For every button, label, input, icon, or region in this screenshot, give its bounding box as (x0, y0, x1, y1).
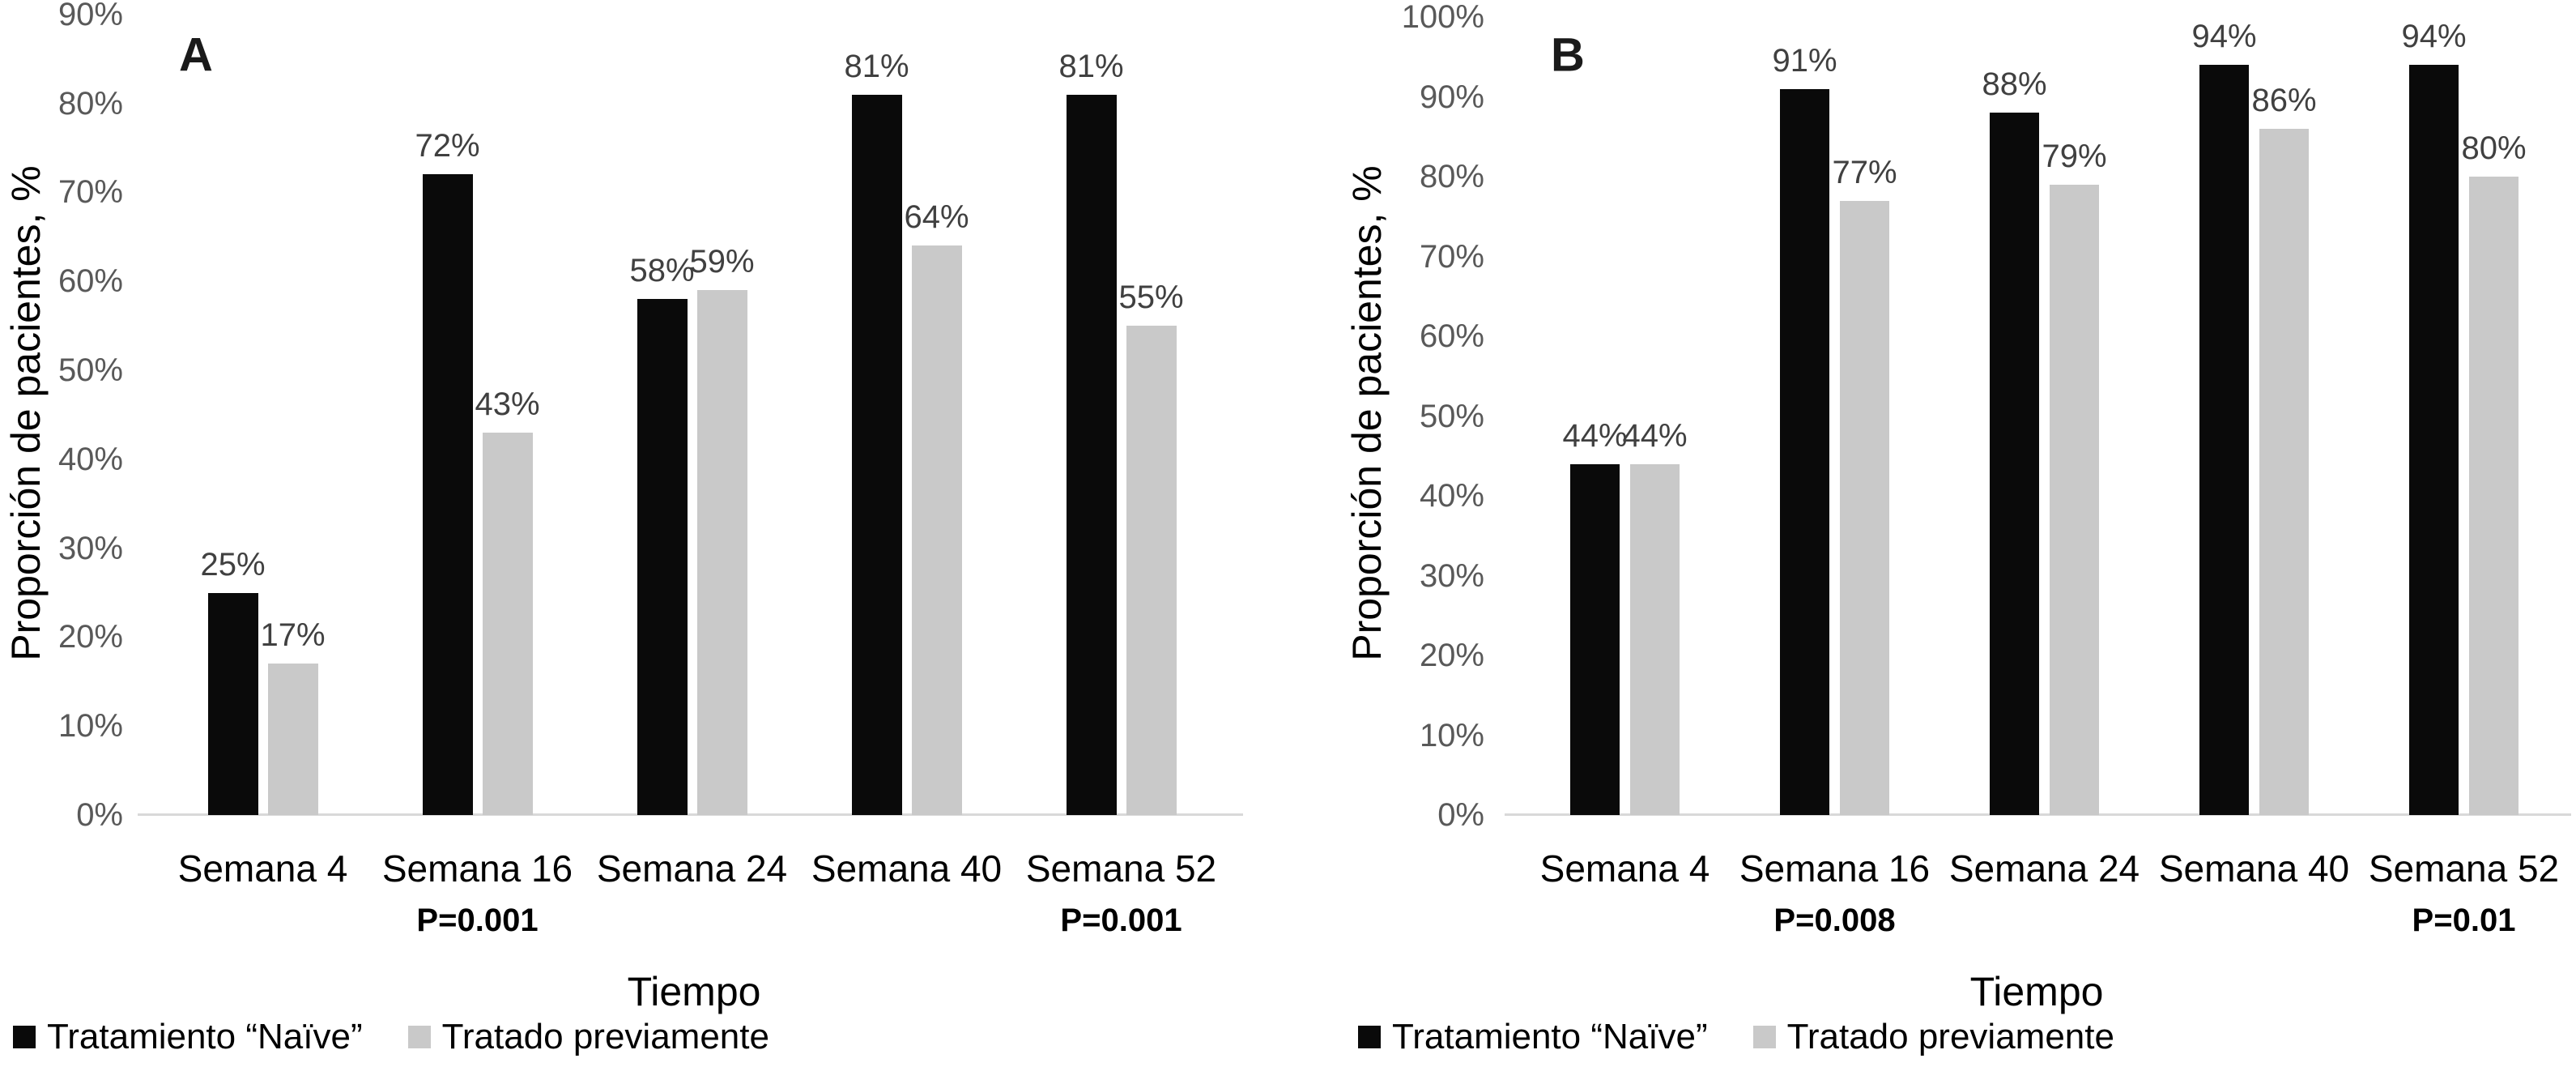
bar-value-label: 79% (2042, 138, 2107, 174)
bar-value-label: 81% (844, 48, 909, 84)
y-tick-label: 0% (76, 797, 123, 833)
bar-value-label: 58% (629, 253, 695, 289)
legend-item-naive-a: Tratamiento “Naïve” (13, 1017, 363, 1057)
y-tick-label: 60% (57, 263, 123, 300)
y-tick-label: 10% (1419, 717, 1484, 753)
bar-previously-treated (2469, 177, 2519, 815)
y-tick-label: 20% (57, 619, 123, 655)
y-tick-label: 100% (1401, 0, 1484, 35)
y-tick-label: 80% (57, 85, 123, 122)
bar-naive (1066, 94, 1117, 815)
bar-previously-treated (267, 664, 318, 815)
bar-value-label: 55% (1118, 280, 1184, 316)
y-tick-label: 10% (57, 708, 123, 745)
bar-value-label: 44% (1622, 417, 1688, 454)
legend-item-naive-b: Tratamiento “Naïve” (1358, 1017, 1708, 1057)
bar-previously-treated (482, 432, 533, 815)
p-value-label: P=0.001 (416, 903, 539, 938)
bar-value-label: 59% (689, 244, 755, 280)
x-category-label: Semana 40 (2158, 847, 2350, 890)
bar-previously-treated (1630, 463, 1680, 815)
y-tick-label: 40% (57, 441, 123, 477)
bar-naive (1990, 113, 2039, 815)
bar-value-label: 17% (260, 617, 326, 654)
x-category-label: Semana 52 (1025, 847, 1217, 890)
bar-naive (637, 299, 688, 815)
y-tick-label: 50% (1419, 398, 1484, 434)
legend-swatch-naive-a (13, 1026, 36, 1048)
bar-naive (422, 174, 473, 815)
legend-swatch-previously-treated-a (407, 1026, 431, 1048)
bar-naive (1780, 88, 1829, 815)
bar-value-label: 25% (200, 546, 266, 583)
y-tick-label: 50% (57, 352, 123, 388)
y-tick-label: 20% (1419, 638, 1484, 673)
bar-value-label: 91% (1772, 42, 1837, 79)
x-category-label: Semana 16 (1739, 847, 1931, 890)
p-value-label: P=0.001 (1060, 903, 1182, 938)
legend-label-previously-treated-b: Tratado previamente (1786, 1017, 2114, 1056)
y-tick-label: 90% (57, 0, 123, 32)
bar-value-label: 86% (2251, 82, 2317, 118)
bar-value-label: 64% (904, 199, 969, 236)
bar-naive (851, 94, 902, 815)
y-tick-label: 30% (1419, 557, 1484, 594)
x-category-label: Semana 4 (177, 847, 348, 890)
x-axis-line (138, 813, 1243, 816)
bar-value-label: 72% (415, 128, 480, 164)
y-tick-label: 70% (57, 174, 123, 211)
legend-panel-a: Tratamiento “Naïve” Tratado previamente (13, 1017, 769, 1057)
legend-swatch-naive-b (1358, 1026, 1381, 1048)
y-tick-label: 90% (1419, 79, 1484, 115)
bar-previously-treated (1840, 200, 1889, 815)
legend-panel-b: Tratamiento “Naïve” Tratado previamente (1358, 1017, 2114, 1057)
bar-value-label: 80% (2461, 130, 2527, 166)
x-category-label: Semana 24 (1948, 847, 2140, 890)
bar-value-label: 81% (1058, 48, 1124, 84)
legend-item-previously-treated-b: Tratado previamente (1752, 1017, 2114, 1057)
y-tick-label: 40% (1419, 478, 1484, 514)
x-category-label: Semana 4 (1539, 847, 1710, 890)
bar-naive (207, 592, 258, 815)
y-tick-label: 80% (1419, 159, 1484, 194)
y-tick-label: 70% (1419, 238, 1484, 275)
bar-previously-treated (2050, 184, 2099, 815)
legend-label-previously-treated-a: Tratado previamente (441, 1017, 769, 1056)
x-category-label: Semana 40 (811, 847, 1003, 890)
y-tick-label: 60% (1419, 318, 1484, 354)
y-tick-label: 30% (57, 530, 123, 566)
bar-previously-treated (911, 245, 962, 815)
bar-previously-treated (1126, 326, 1177, 815)
legend-swatch-previously-treated-b (1752, 1026, 1776, 1048)
bar-value-label: 43% (475, 386, 540, 422)
x-axis-title-panel-a: Tiempo (627, 969, 761, 1014)
legend-label-naive-b: Tratamiento “Naïve” (1392, 1017, 1708, 1056)
bar-naive (2199, 65, 2249, 815)
x-category-label: Semana 16 (381, 847, 573, 890)
bar-naive (2409, 65, 2459, 815)
bar-previously-treated (696, 290, 747, 815)
bar-naive (1570, 463, 1620, 815)
x-category-label: Semana 24 (596, 847, 788, 890)
x-category-label: Semana 52 (2368, 847, 2560, 890)
bar-previously-treated (2259, 128, 2309, 815)
y-tick-label: 0% (1437, 797, 1484, 833)
p-value-label: P=0.01 (2412, 903, 2516, 938)
bar-value-label: 44% (1562, 417, 1628, 454)
bar-value-label: 94% (2191, 19, 2257, 55)
bar-value-label: 88% (1982, 66, 2047, 103)
p-value-label: P=0.008 (1773, 903, 1896, 938)
panel-label-b: B (1551, 28, 1585, 82)
bar-value-label: 94% (2401, 19, 2467, 55)
legend-label-naive-a: Tratamiento “Naïve” (47, 1017, 363, 1056)
y-axis-title-panel-a: Proporción de pacientes, % (3, 165, 49, 661)
legend-item-previously-treated-a: Tratado previamente (407, 1017, 769, 1057)
panel-label-a: A (179, 28, 213, 82)
bar-value-label: 77% (1832, 154, 1897, 190)
x-axis-title-panel-b: Tiempo (1969, 969, 2104, 1014)
